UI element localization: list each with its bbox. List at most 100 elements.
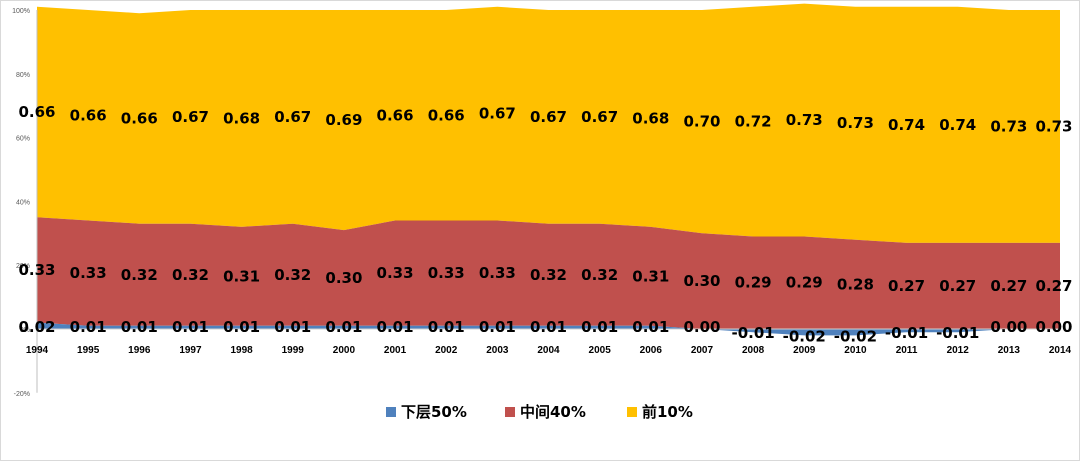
y-tick-label: 20% — [16, 263, 30, 270]
data-label: 0.67 — [530, 108, 567, 126]
data-label: -0.01 — [731, 324, 774, 342]
data-label: 0.70 — [683, 113, 720, 131]
data-label: 0.73 — [786, 111, 823, 129]
x-tick-label: 2008 — [742, 345, 765, 356]
data-label: 0.73 — [990, 117, 1027, 135]
data-label: 0.01 — [632, 318, 669, 336]
x-tick-label: 1994 — [26, 345, 49, 356]
axes: -20% 0% 20% 40% 60% 80% 100% 1994 1995 1996 1997 19… — [12, 8, 1071, 398]
x-tick-label: 2003 — [486, 345, 509, 356]
data-label: 0.31 — [632, 267, 669, 285]
data-label: 0.00 — [683, 318, 720, 336]
data-label: 0.66 — [70, 106, 107, 124]
data-label: 0.00 — [1035, 318, 1072, 336]
data-label: 0.01 — [325, 318, 362, 336]
data-label: 0.01 — [377, 318, 414, 336]
x-tick-label: 2013 — [998, 345, 1021, 356]
data-label: 0.73 — [1035, 117, 1072, 135]
data-label: 0.01 — [172, 318, 209, 336]
x-tick-label: 2014 — [1049, 345, 1072, 356]
data-label: 0.30 — [683, 272, 720, 290]
data-label: 0.67 — [581, 108, 618, 126]
y-tick-label: 80% — [16, 72, 30, 79]
legend-swatch — [386, 407, 396, 417]
legend-label: 下层50% — [401, 403, 467, 421]
data-label: 0.32 — [581, 266, 618, 284]
data-label: 0.29 — [735, 274, 772, 292]
data-label: 0.69 — [325, 111, 362, 129]
data-label: 0.32 — [172, 266, 209, 284]
legend-swatch — [627, 407, 637, 417]
legend: 下层50% 中间40% 前10% — [386, 403, 693, 421]
data-label: 0.67 — [479, 105, 516, 123]
x-tick-label: 2002 — [435, 345, 458, 356]
data-label: -0.02 — [834, 327, 877, 345]
data-labels: 0.02 0.01 0.01 0.01 0.01 0.01 0.01 0.01 0.01 0.01… — [18, 103, 1072, 345]
data-label: 0.74 — [939, 116, 976, 134]
data-label: 0.66 — [428, 106, 465, 124]
data-label: -0.01 — [936, 324, 979, 342]
data-label: 0.32 — [530, 266, 567, 284]
data-label: 0.68 — [223, 109, 260, 127]
data-label: 0.01 — [274, 318, 311, 336]
data-label: 0.00 — [990, 318, 1027, 336]
data-label: 0.27 — [990, 277, 1027, 295]
data-label: -0.02 — [783, 327, 826, 345]
data-label: 0.32 — [121, 266, 158, 284]
data-label: 0.68 — [632, 109, 669, 127]
data-label: 0.33 — [428, 264, 465, 282]
data-label: 0.01 — [223, 318, 260, 336]
y-tick-label: 0% — [20, 327, 30, 334]
data-label: 0.02 — [18, 318, 55, 336]
data-label: 0.74 — [888, 116, 925, 134]
data-label: 0.01 — [581, 318, 618, 336]
data-label: 0.28 — [837, 275, 874, 293]
data-label: 0.01 — [70, 318, 107, 336]
x-tick-label: 2012 — [947, 345, 970, 356]
data-label: 0.33 — [70, 264, 107, 282]
x-tick-label: 2010 — [844, 345, 867, 356]
x-tick-label: 2006 — [640, 345, 663, 356]
area-middle-40 — [37, 217, 1060, 329]
y-tick-label: 60% — [16, 136, 30, 143]
data-label: 0.01 — [428, 318, 465, 336]
y-tick-label: 40% — [16, 199, 30, 206]
data-label: 0.73 — [837, 114, 874, 132]
data-label: 0.67 — [274, 108, 311, 126]
data-label: 0.66 — [121, 109, 158, 127]
data-label: 0.67 — [172, 108, 209, 126]
data-label: 0.30 — [325, 269, 362, 287]
x-tick-label: 1997 — [179, 345, 202, 356]
data-label: 0.01 — [479, 318, 516, 336]
data-label: 0.33 — [479, 264, 516, 282]
data-label: 0.27 — [1035, 277, 1072, 295]
x-tick-label: 2001 — [384, 345, 407, 356]
x-tick-label: 1999 — [282, 345, 305, 356]
area-layers — [37, 3, 1060, 336]
x-tick-label: 2011 — [896, 345, 918, 356]
legend-label: 前10% — [642, 403, 693, 421]
data-label: 0.27 — [888, 277, 925, 295]
data-label: 0.01 — [530, 318, 567, 336]
data-label: -0.01 — [885, 324, 928, 342]
data-label: 0.31 — [223, 267, 260, 285]
y-tick-label: -20% — [14, 391, 30, 398]
data-label: 0.66 — [377, 106, 414, 124]
data-label: 0.33 — [18, 261, 55, 279]
y-tick-label: 100% — [12, 8, 30, 15]
x-tick-label: 1998 — [230, 345, 253, 356]
x-tick-label: 1995 — [77, 345, 100, 356]
data-label: 0.33 — [377, 264, 414, 282]
data-label: 0.27 — [939, 277, 976, 295]
data-label: 0.01 — [121, 318, 158, 336]
data-label: 0.32 — [274, 266, 311, 284]
legend-swatch — [505, 407, 515, 417]
data-label: 0.29 — [786, 274, 823, 292]
area-top-10 — [37, 3, 1060, 243]
legend-label: 中间40% — [520, 403, 586, 421]
x-tick-label: 2009 — [793, 345, 816, 356]
x-tick-label: 2005 — [589, 345, 612, 356]
data-label: 0.72 — [735, 113, 772, 131]
data-label: 0.66 — [18, 103, 55, 121]
